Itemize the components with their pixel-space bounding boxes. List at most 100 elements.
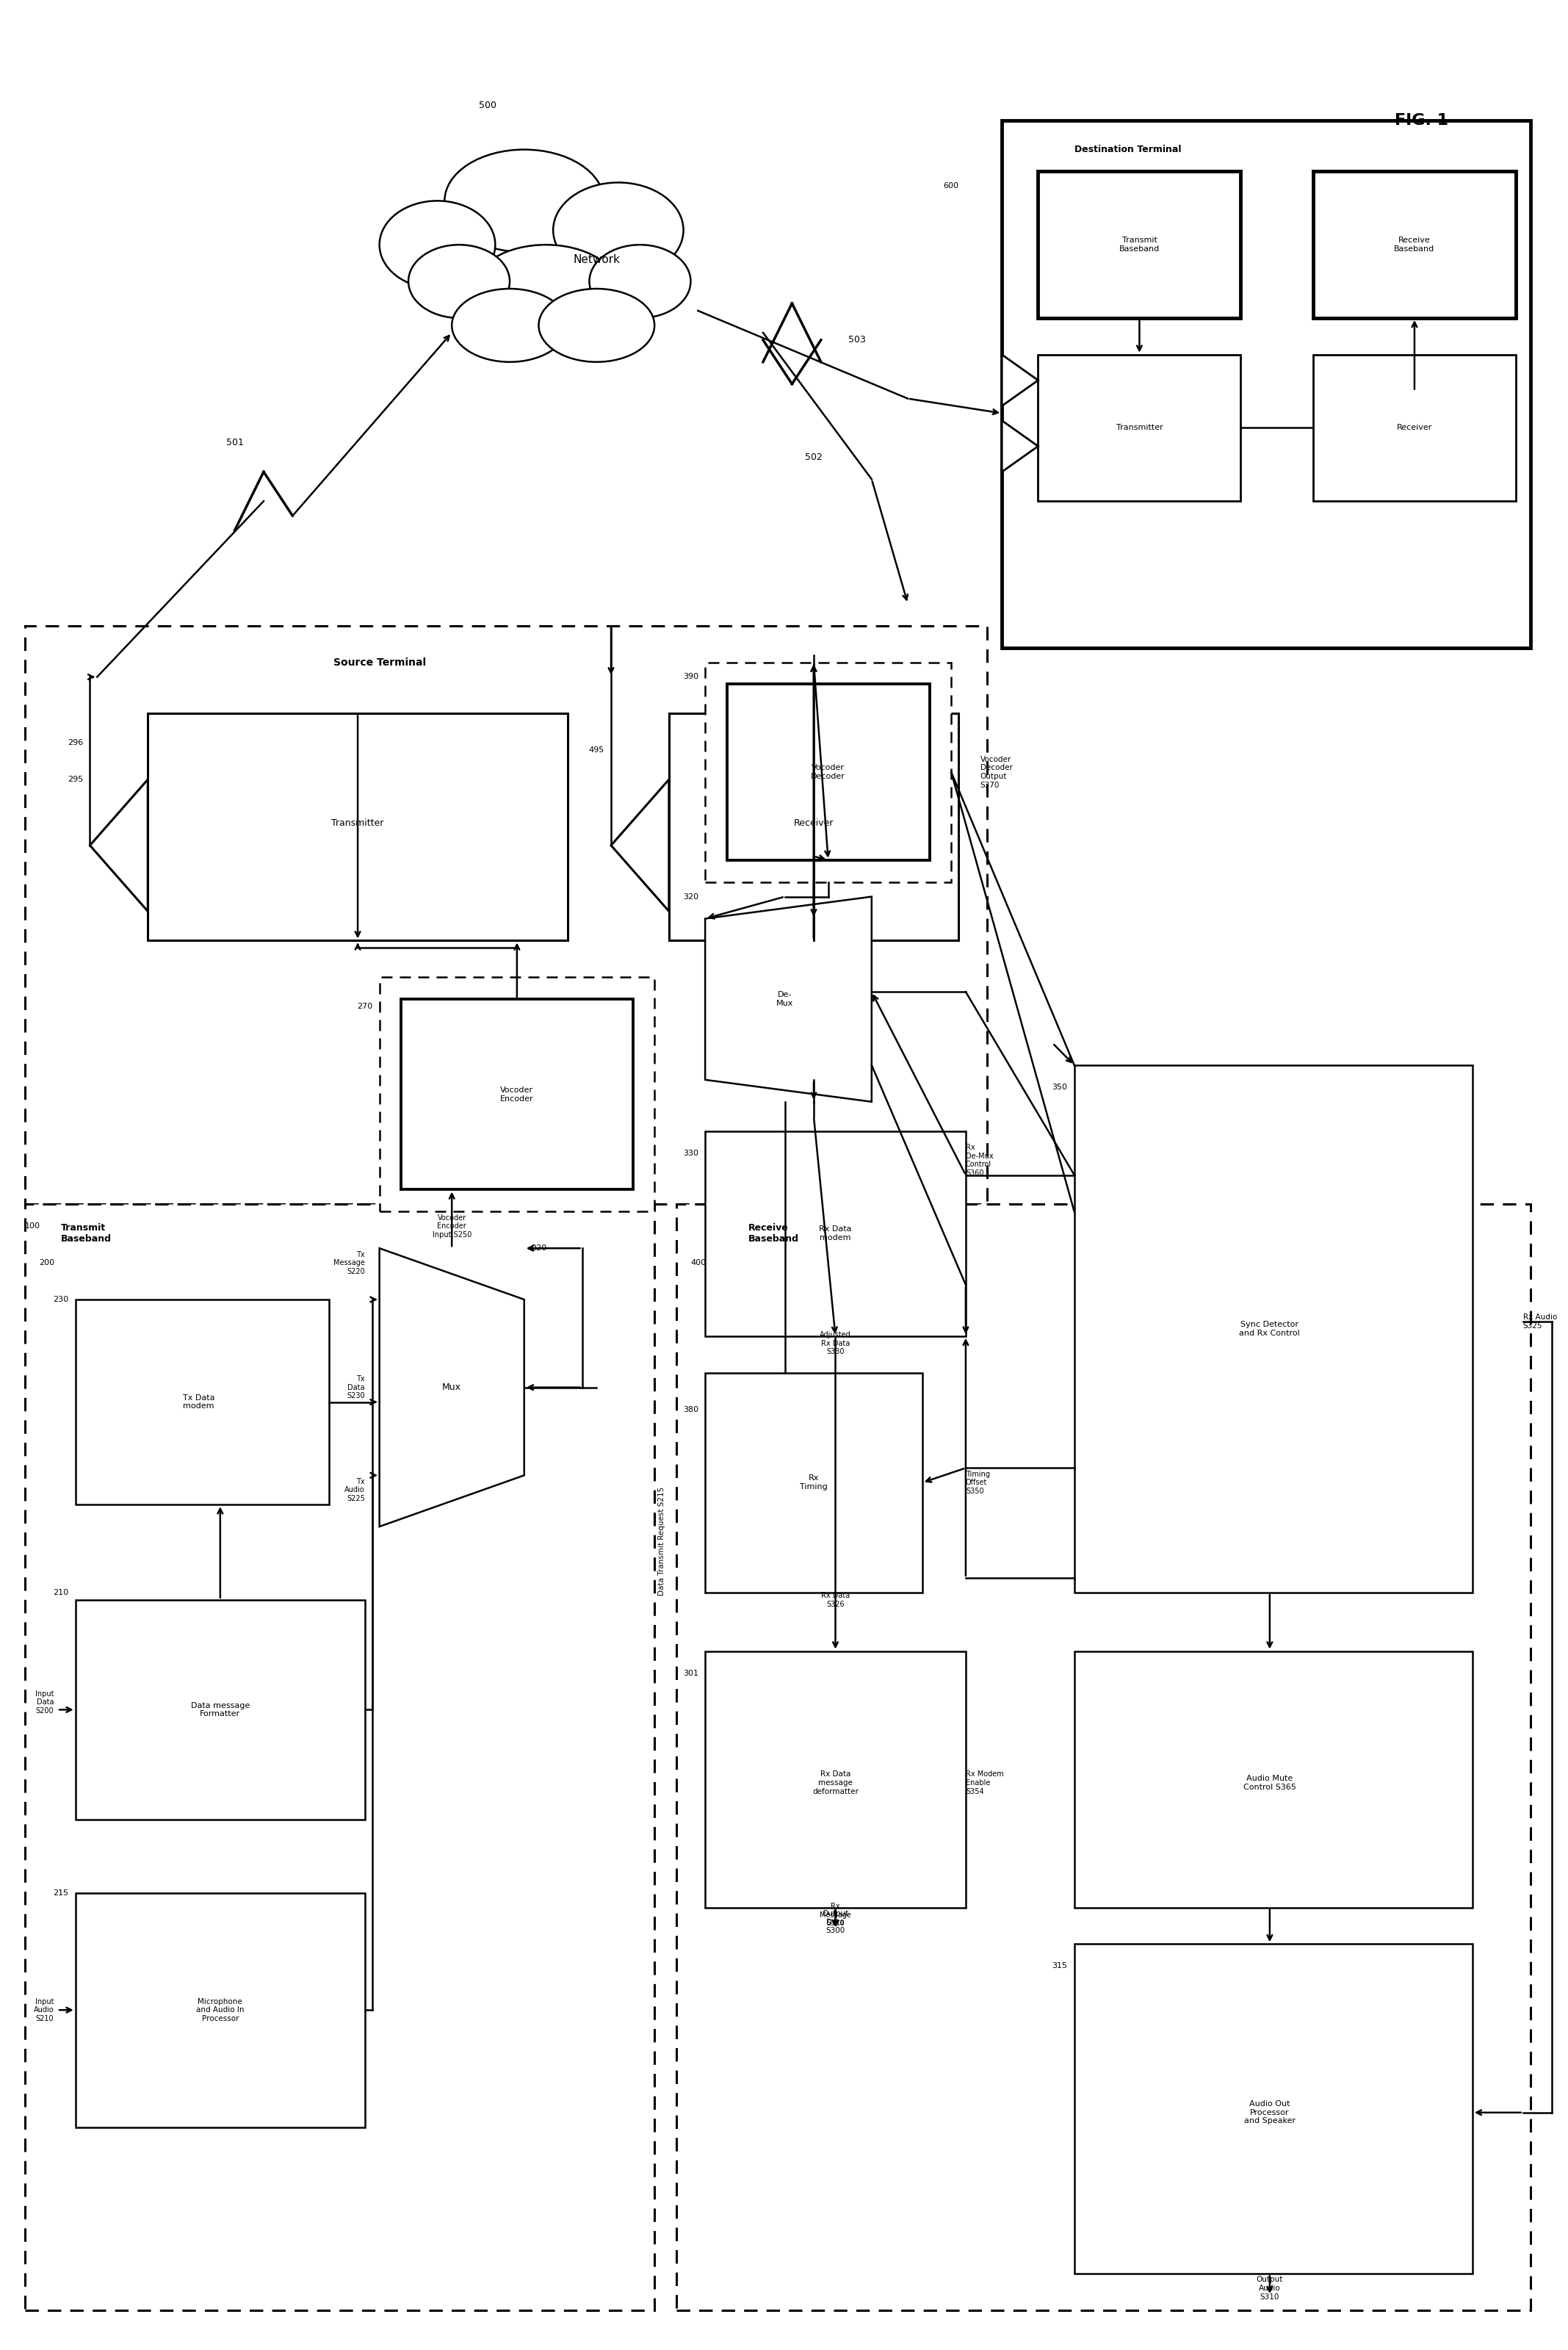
FancyBboxPatch shape xyxy=(676,1203,1530,2310)
Text: FIG. 1: FIG. 1 xyxy=(1396,113,1449,127)
Polygon shape xyxy=(89,780,147,912)
Ellipse shape xyxy=(474,244,618,334)
Text: Vocoder
Decoder
Output
S370: Vocoder Decoder Output S370 xyxy=(980,757,1013,790)
FancyBboxPatch shape xyxy=(1038,355,1240,501)
Text: 320: 320 xyxy=(684,893,698,900)
Text: Microphone
and Audio In
Processor: Microphone and Audio In Processor xyxy=(196,1998,245,2023)
Text: 503: 503 xyxy=(848,336,866,345)
Text: 330: 330 xyxy=(684,1149,698,1156)
Text: Output
Audio
S310: Output Audio S310 xyxy=(1256,2277,1283,2301)
Text: 301: 301 xyxy=(684,1668,698,1678)
Text: 495: 495 xyxy=(588,747,604,754)
Text: Destination Terminal: Destination Terminal xyxy=(1074,146,1181,155)
FancyBboxPatch shape xyxy=(706,1372,922,1593)
Text: 220: 220 xyxy=(532,1246,547,1253)
Text: Mux: Mux xyxy=(442,1382,461,1391)
Text: 296: 296 xyxy=(67,740,83,747)
Text: 210: 210 xyxy=(53,1589,69,1596)
FancyBboxPatch shape xyxy=(1074,1065,1472,1593)
Ellipse shape xyxy=(408,244,510,317)
Text: Rx Data
modem: Rx Data modem xyxy=(818,1227,851,1241)
Text: 200: 200 xyxy=(39,1260,55,1267)
Text: De-
Mux: De- Mux xyxy=(776,992,793,1008)
Text: 270: 270 xyxy=(358,1003,373,1010)
Text: 350: 350 xyxy=(1052,1083,1068,1090)
Text: Data message
Formatter: Data message Formatter xyxy=(191,1701,249,1718)
Text: Network: Network xyxy=(572,254,619,266)
Ellipse shape xyxy=(590,244,690,317)
FancyBboxPatch shape xyxy=(25,625,988,1203)
Text: Rx
Message
S320: Rx Message S320 xyxy=(820,1904,851,1927)
Text: Transmitter: Transmitter xyxy=(331,818,384,827)
Text: Receive
Baseband: Receive Baseband xyxy=(1394,237,1435,254)
FancyBboxPatch shape xyxy=(75,1892,365,2127)
Text: 315: 315 xyxy=(1052,1962,1068,1969)
FancyBboxPatch shape xyxy=(1074,1652,1472,1908)
Text: 215: 215 xyxy=(53,1889,69,1896)
Polygon shape xyxy=(612,780,670,912)
Ellipse shape xyxy=(452,289,568,362)
Ellipse shape xyxy=(554,183,684,277)
Text: Transmit
Baseband: Transmit Baseband xyxy=(61,1224,111,1243)
Text: 390: 390 xyxy=(684,672,698,682)
Text: Adjusted
Rx Data
S330: Adjusted Rx Data S330 xyxy=(820,1330,851,1356)
FancyBboxPatch shape xyxy=(147,714,568,940)
Text: 600: 600 xyxy=(944,183,960,190)
Ellipse shape xyxy=(379,200,495,289)
Text: Transmitter: Transmitter xyxy=(1116,425,1163,432)
Text: Vocoder
Encoder: Vocoder Encoder xyxy=(500,1086,533,1102)
Text: Output
Data
S300: Output Data S300 xyxy=(822,1911,848,1934)
FancyBboxPatch shape xyxy=(1312,172,1516,317)
Text: Rx
De-Mux
Control
S360: Rx De-Mux Control S360 xyxy=(966,1144,994,1177)
Text: 230: 230 xyxy=(53,1295,69,1304)
Text: Input
Data
S200: Input Data S200 xyxy=(34,1690,53,1716)
Text: 500: 500 xyxy=(480,101,497,110)
Polygon shape xyxy=(1002,355,1038,407)
FancyBboxPatch shape xyxy=(75,1600,365,1819)
Text: Tx Data
modem: Tx Data modem xyxy=(182,1394,215,1410)
FancyBboxPatch shape xyxy=(1038,172,1240,317)
Text: Tx
Data
S230: Tx Data S230 xyxy=(347,1375,365,1401)
Text: Source Terminal: Source Terminal xyxy=(332,658,426,667)
Text: Tx
Audio
S225: Tx Audio S225 xyxy=(345,1478,365,1502)
Text: Transmit
Baseband: Transmit Baseband xyxy=(1120,237,1160,254)
FancyBboxPatch shape xyxy=(670,714,958,940)
FancyBboxPatch shape xyxy=(706,663,952,881)
Text: 501: 501 xyxy=(226,437,243,447)
Text: 502: 502 xyxy=(804,454,823,463)
Polygon shape xyxy=(1002,421,1038,472)
Text: Rx
Timing: Rx Timing xyxy=(800,1476,828,1490)
FancyBboxPatch shape xyxy=(706,1130,966,1337)
Text: Rx Data
S326: Rx Data S326 xyxy=(822,1591,850,1607)
FancyBboxPatch shape xyxy=(401,999,633,1189)
Text: Sync Detector
and Rx Control: Sync Detector and Rx Control xyxy=(1239,1321,1300,1337)
Text: Vocoder
Encoder
Input S250: Vocoder Encoder Input S250 xyxy=(433,1215,472,1238)
Text: 100: 100 xyxy=(25,1222,41,1229)
Polygon shape xyxy=(379,1248,524,1528)
Ellipse shape xyxy=(445,150,604,251)
Text: Receiver: Receiver xyxy=(1397,425,1432,432)
Text: Input
Audio
S210: Input Audio S210 xyxy=(33,1998,53,2023)
FancyBboxPatch shape xyxy=(1074,1943,1472,2275)
Text: 380: 380 xyxy=(684,1405,698,1412)
FancyBboxPatch shape xyxy=(1312,355,1516,501)
Text: Audio Out
Processor
and Speaker: Audio Out Processor and Speaker xyxy=(1243,2101,1295,2124)
Text: 400: 400 xyxy=(690,1260,706,1267)
FancyBboxPatch shape xyxy=(706,1652,966,1908)
FancyBboxPatch shape xyxy=(1002,120,1530,649)
Text: Receiver: Receiver xyxy=(793,818,834,827)
Text: Rx Modem
Enable
S354: Rx Modem Enable S354 xyxy=(966,1772,1004,1795)
FancyBboxPatch shape xyxy=(379,978,654,1213)
Text: Rx Audio
S325: Rx Audio S325 xyxy=(1523,1314,1557,1330)
FancyBboxPatch shape xyxy=(728,684,930,860)
Text: Audio Mute
Control S365: Audio Mute Control S365 xyxy=(1243,1774,1297,1791)
Text: Receive
Baseband: Receive Baseband xyxy=(748,1224,800,1243)
Ellipse shape xyxy=(539,289,654,362)
Polygon shape xyxy=(706,898,872,1102)
Text: Vocoder
Decoder: Vocoder Decoder xyxy=(811,764,845,780)
Text: Rx Data
message
deformatter: Rx Data message deformatter xyxy=(812,1772,859,1795)
FancyBboxPatch shape xyxy=(25,1203,654,2310)
Text: Data Transmit Request S215: Data Transmit Request S215 xyxy=(659,1488,665,1596)
Text: Tx
Message
S220: Tx Message S220 xyxy=(334,1250,365,1276)
FancyBboxPatch shape xyxy=(75,1300,329,1504)
